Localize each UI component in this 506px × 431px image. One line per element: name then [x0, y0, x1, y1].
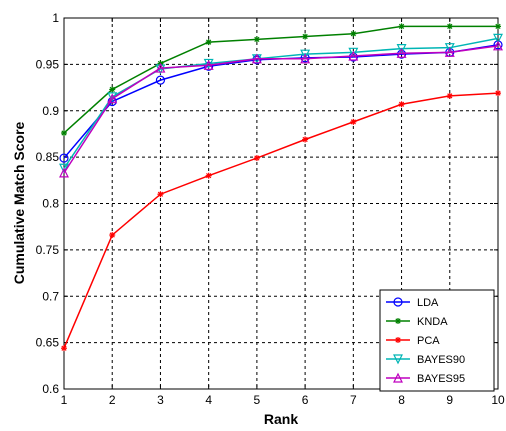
legend-marker-bayes90: [393, 354, 403, 365]
y-axis-label: Cumulative Match Score: [11, 121, 27, 284]
data-point-knda: [61, 130, 67, 137]
x-tick-label: 9: [446, 393, 453, 407]
data-point-pca: [350, 118, 357, 125]
data-point-knda: [398, 23, 405, 30]
y-tick-label: 0.95: [36, 57, 60, 71]
x-tick-label: 5: [254, 393, 261, 407]
series-pca: [61, 90, 501, 352]
data-point-pca: [61, 345, 67, 352]
data-point-pca: [205, 172, 212, 179]
series-line-bayes95: [63, 45, 499, 174]
data-point-knda: [205, 39, 212, 46]
data-point-pca: [253, 155, 260, 162]
series-line-knda: [63, 25, 498, 134]
data-point-knda: [350, 30, 357, 37]
data-point-lda: [59, 153, 69, 163]
data-point-bayes95: [59, 167, 69, 178]
series-bayes95: [59, 40, 503, 178]
data-point-bayes95: [203, 59, 214, 70]
legend-marker-knda: [395, 318, 401, 324]
data-point-knda: [495, 23, 501, 30]
data-point-knda: [253, 36, 260, 43]
y-tick-label: 0.75: [36, 243, 60, 257]
data-point-bayes90: [493, 33, 503, 44]
x-tick-label: 8: [398, 393, 405, 407]
legend-label-knda: KNDA: [417, 316, 448, 328]
data-point-bayes90: [444, 43, 455, 54]
data-point-bayes90: [59, 163, 69, 174]
series-knda: [61, 23, 501, 137]
x-tick-label: 7: [350, 393, 357, 407]
y-tick-label: 1: [52, 11, 59, 25]
data-point-knda: [446, 23, 453, 30]
data-point-bayes95: [300, 53, 311, 64]
data-point-bayes90: [203, 58, 214, 69]
y-tick-label: 0.9: [42, 104, 59, 118]
data-point-pca: [398, 101, 405, 108]
x-tick-label: 6: [302, 393, 309, 407]
x-tick-label: 3: [157, 393, 164, 407]
x-tick-label: 1: [61, 393, 68, 407]
y-tick-label: 0.65: [36, 336, 60, 350]
x-tick-label: 2: [109, 393, 116, 407]
data-point-knda: [302, 33, 309, 40]
legend-label-bayes90: BAYES90: [417, 354, 465, 366]
data-point-bayes90: [396, 44, 407, 54]
legend-marker-pca: [395, 337, 401, 343]
x-axis-label: Rank: [264, 411, 298, 427]
data-point-pca: [157, 191, 164, 198]
axis-ticks: 1 2 3 4 5 6 7 8 9 10 0.6 0.65 0.7 0.75 0.8 0.85 0.9 0.95 1: [36, 11, 505, 407]
legend-marker-lda: [393, 297, 403, 307]
data-point-bayes95: [444, 46, 455, 57]
series-layer: [59, 23, 503, 352]
data-point-pca: [495, 90, 501, 97]
y-tick-label: 0.6: [42, 382, 59, 396]
x-tick-label: 4: [205, 393, 212, 407]
data-point-lda: [155, 75, 166, 85]
series-line-lda: [63, 44, 499, 159]
data-point-knda: [109, 86, 116, 93]
series-bayes90: [59, 33, 503, 174]
data-point-pca: [109, 232, 116, 239]
data-point-bayes95: [155, 62, 166, 73]
legend-label-lda: LDA: [417, 297, 439, 309]
x-tick-label: 10: [491, 393, 505, 407]
data-point-bayes90: [300, 49, 311, 60]
data-point-bayes95: [251, 53, 262, 64]
legend-label-bayes95: BAYES95: [417, 373, 465, 385]
data-point-bayes95: [348, 50, 359, 61]
legend-marker-bayes95: [393, 372, 403, 383]
legend: LDA KNDA PCA BAYES90 BAYES95: [379, 289, 495, 392]
data-point-bayes95: [107, 93, 118, 104]
data-point-pca: [446, 92, 453, 99]
data-point-bayes95: [396, 47, 407, 58]
data-point-bayes95: [493, 40, 503, 51]
legend-label-pca: PCA: [417, 335, 440, 347]
series-line-pca: [63, 92, 499, 349]
data-point-pca: [302, 136, 309, 143]
y-tick-label: 0.85: [36, 150, 60, 164]
y-tick-label: 0.7: [42, 289, 59, 303]
data-point-bayes90: [348, 47, 359, 58]
y-tick-label: 0.8: [42, 197, 59, 211]
